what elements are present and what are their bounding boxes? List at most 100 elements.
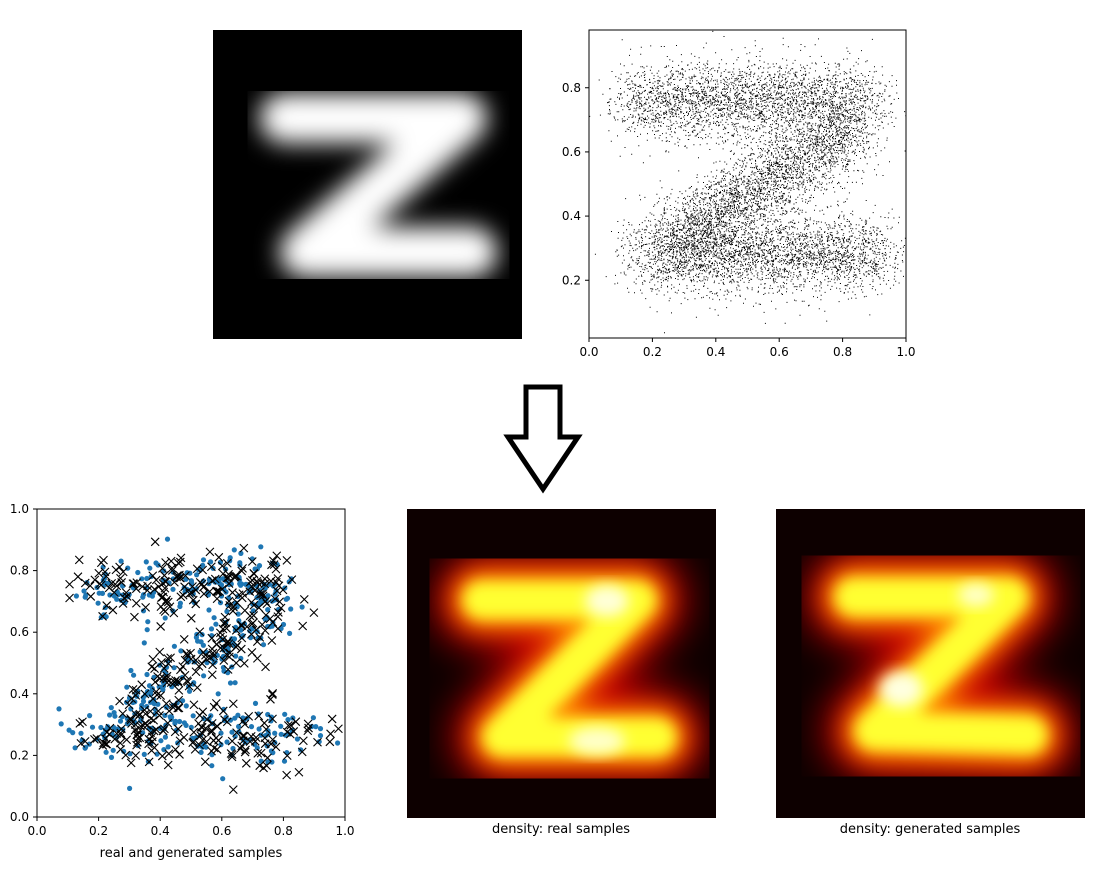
generated-sample-point [165,602,175,612]
real-sample-point [236,723,242,730]
generated-sample-point [247,557,257,566]
real-sample-point [163,704,170,710]
generated-sample-point [266,739,276,749]
real-sample-point [248,724,255,730]
generated-sample-point [154,582,164,592]
x-axis-label: density: real samples [492,822,630,837]
real-sample-point [265,607,271,613]
generated-sample-point [212,745,222,754]
generated-sample-point [141,602,151,612]
real-sample-point [218,582,225,588]
generated-sample-point [155,674,165,683]
plot-frame [588,29,907,339]
generated-sample-point [112,581,122,591]
generated-sample-point [201,723,211,733]
scatter-points [589,30,907,334]
generated-sample-point [131,751,141,760]
real-sample-point [317,726,324,732]
generated-sample-point [166,556,176,566]
generated-sample-point [282,751,292,760]
real-sample-point [200,562,206,569]
panel-density-generated: density: generated samples [776,509,1085,837]
generated-sample-point [232,598,242,607]
generated-sample-point [166,678,176,688]
generated-sample-point [109,588,119,597]
real-sample-point [184,570,190,576]
generated-sample-point [142,720,152,730]
real-sample-point [141,640,147,646]
generated-sample-point [94,568,104,578]
panel-pixel-scatter: 0.0 0.2 0.4 0.6 0.8 1.0 0.2 0.4 0.6 0.8 [562,29,916,359]
generated-sample-point [237,566,247,576]
generated-sample-point [126,758,136,768]
generated-sample-point [90,575,100,585]
generated-sample-point [122,735,132,745]
generated-sample-point [188,595,198,605]
generated-sample-point [140,689,150,699]
real-sample-point [217,559,223,566]
generated-sample-point [152,725,161,735]
generated-sample-point [260,626,270,635]
generated-sample-point [95,579,105,589]
generated-sample-point [80,736,90,746]
generated-sample-point [249,611,259,620]
real-sample-point [224,739,230,745]
generated-sample-point [207,719,217,728]
generated-sample-point [174,685,184,695]
generated-sample-point [224,596,234,606]
down-arrow-icon [503,384,583,494]
generated-sample-point [263,753,272,763]
real-sample-point [161,747,167,753]
real-sample-point [237,560,243,566]
generated-sample-point [298,621,308,631]
real-sample-point [118,558,124,564]
generated-sample-point [218,706,228,716]
generated-sample-point [149,726,159,736]
y-tick-label: 0.4 [562,209,581,223]
generated-sample-point [107,579,117,588]
x-tick-label: 1.0 [896,345,915,359]
generated-sample-point [148,654,158,664]
generated-sample-point [160,724,169,734]
x-tick-label: 0.0 [579,345,598,359]
generated-sample-point [131,710,141,720]
generated-sample-point [261,662,270,672]
generated-sample-point [178,662,188,671]
generated-sample-point [151,575,161,585]
generated-sample-point [239,543,249,553]
generated-sample-point [215,628,225,638]
real-sample-point [235,712,241,718]
generated-sample-point [170,677,179,687]
generated-sample-point [142,586,152,595]
generated-sample-point [150,537,160,547]
real-sample-point [190,713,196,719]
x-tick-label: 1.0 [335,824,354,838]
generated-sample-point [167,566,177,575]
generated-sample-point [149,715,159,725]
generated-sample-point [179,634,189,644]
generated-sample-point [229,602,238,612]
real-sample-point [161,568,167,574]
real-sample-point [100,564,106,570]
generated-sample-point [173,676,183,686]
generated-sample-point [104,729,114,739]
real-sample-point [238,627,244,633]
generated-sample-point [161,699,171,709]
generated-sample-point [90,734,99,744]
real-sample-point [169,714,175,720]
generated-sample-point [255,633,265,642]
generated-sample-point [131,720,140,729]
real-sample-point [108,754,115,761]
generated-sample-point [189,700,199,710]
real-sample-point [118,597,124,603]
generated-sample-point [164,749,174,759]
real-sample-point [285,717,291,723]
real-sample-point [96,590,102,596]
real-sample-point [294,736,300,742]
real-sample-point [278,731,284,737]
z-shape-hot [434,552,705,785]
generated-sample-point [266,576,276,586]
real-sample-point [108,705,114,711]
real-sample-point [162,615,168,621]
real-sample-point [73,593,79,599]
